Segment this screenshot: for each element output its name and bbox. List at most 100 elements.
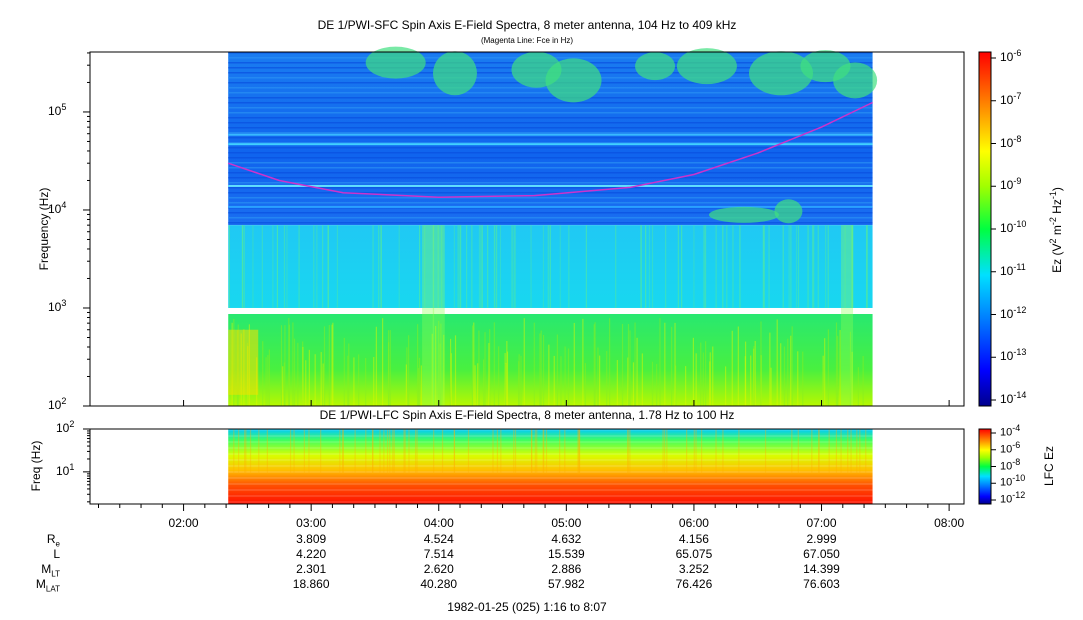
sfc-streak [763, 225, 765, 308]
sfc-streak [651, 225, 654, 308]
sfc-colorbar-tick-label: 10-9 [1000, 176, 1022, 193]
sfc-streak [465, 225, 468, 308]
sfc-streak [866, 225, 868, 308]
sfc-streak [813, 225, 815, 308]
sfc-streak [431, 333, 433, 406]
sfc-streak [851, 351, 853, 406]
sfc-streak [228, 225, 231, 308]
lfc-streak [320, 429, 322, 474]
lfc-streak [393, 429, 395, 474]
sfc-streak [308, 349, 310, 406]
lfc-streak [835, 429, 838, 474]
sfc-colorbar-tick-label: 10-7 [1000, 90, 1022, 107]
lfc-stripe [228, 459, 873, 461]
lfc-streak [383, 429, 385, 474]
sfc-streak [382, 318, 384, 406]
lfc-streak [559, 429, 561, 474]
sfc-streak [327, 225, 329, 308]
sfc-streak [704, 225, 706, 308]
sfc-streak [812, 225, 814, 308]
sfc-streak [252, 225, 254, 308]
ephemeris-value: 67.050 [803, 547, 840, 561]
sfc-streak [283, 362, 285, 406]
ephemeris-value: 57.982 [547, 577, 585, 591]
sfc-streak [573, 322, 575, 406]
sfc-streak [458, 225, 460, 308]
x-tick-label: 05:00 [551, 516, 582, 530]
sfc-stripe [228, 197, 873, 199]
sfc-streak [827, 225, 829, 308]
sfc-streak [634, 322, 636, 406]
sfc-streak [584, 362, 586, 406]
sfc-y-tick-label: 103 [48, 297, 67, 314]
lfc-stripe [228, 477, 873, 479]
sfc-stripe [228, 184, 873, 187]
sfc-emission-blob [708, 206, 779, 223]
sfc-streak [665, 225, 667, 308]
sfc-streak [498, 346, 500, 406]
lfc-stripe [228, 441, 873, 443]
sfc-stripe [228, 112, 873, 114]
sfc-streak [553, 355, 555, 406]
lfc-stripe [228, 435, 873, 437]
lfc-streak [545, 429, 548, 474]
sfc-colorbar [978, 51, 996, 407]
sfc-emission-blob [749, 51, 814, 96]
lfc-stripe [228, 483, 873, 485]
sfc-streak [372, 225, 374, 308]
sfc-emission-blob [635, 52, 676, 81]
sfc-streak [685, 366, 687, 406]
lfc-streak [372, 429, 374, 474]
lfc-streak [847, 429, 849, 474]
sfc-streak [659, 318, 661, 406]
lfc-streak [403, 429, 405, 474]
ephemeris-value: 2.886 [551, 562, 582, 576]
lfc-stripe [228, 429, 873, 431]
sfc-emission-blob [833, 62, 878, 99]
sfc-streak [744, 356, 746, 406]
lfc-streak [534, 429, 536, 474]
sfc-streak [700, 342, 702, 406]
ephemeris-row-label: MLT [41, 562, 60, 579]
sfc-streak [471, 225, 473, 308]
sfc-streak [373, 356, 375, 406]
lfc-streak [818, 429, 820, 474]
lfc-streak [695, 429, 697, 474]
lfc-streak [496, 429, 499, 474]
sfc-streak [640, 225, 642, 308]
sfc-streak [790, 225, 792, 308]
sfc-streak [677, 225, 679, 308]
lfc-streak [818, 429, 820, 474]
sfc-emission-blob [432, 51, 477, 96]
sfc-streak [542, 334, 545, 406]
sfc-streak [704, 225, 707, 308]
sfc-streak [347, 355, 349, 406]
lfc-streak [578, 429, 580, 474]
sfc-streak [770, 367, 772, 406]
sfc-streak [523, 318, 525, 406]
lfc-streak [578, 429, 580, 474]
sfc-streak [454, 335, 457, 406]
lfc-y-ticks [83, 428, 90, 503]
sfc-streak [769, 332, 771, 406]
sfc-band-gap [228, 307, 873, 314]
sfc-stripe [228, 92, 873, 94]
sfc-streak [262, 341, 264, 406]
sfc-streak [496, 225, 498, 308]
x-tick-label: 06:00 [678, 516, 709, 530]
sfc-emission-blob [545, 58, 602, 103]
sfc-streak [280, 325, 283, 406]
lfc-stripe [228, 495, 873, 497]
lfc-streak [404, 429, 406, 474]
ephemeris-value: 65.075 [675, 547, 713, 561]
sfc-streak [457, 225, 459, 308]
sfc-spectrogram-panel [83, 46, 965, 407]
ephemeris-value: 3.809 [296, 532, 327, 546]
sfc-stripe [228, 127, 873, 129]
sfc-streak [380, 225, 382, 308]
sfc-streak [621, 323, 624, 406]
lfc-streak [289, 429, 292, 474]
sfc-streak [726, 225, 728, 308]
sfc-stripe [228, 157, 873, 159]
lfc-streak [627, 429, 629, 474]
